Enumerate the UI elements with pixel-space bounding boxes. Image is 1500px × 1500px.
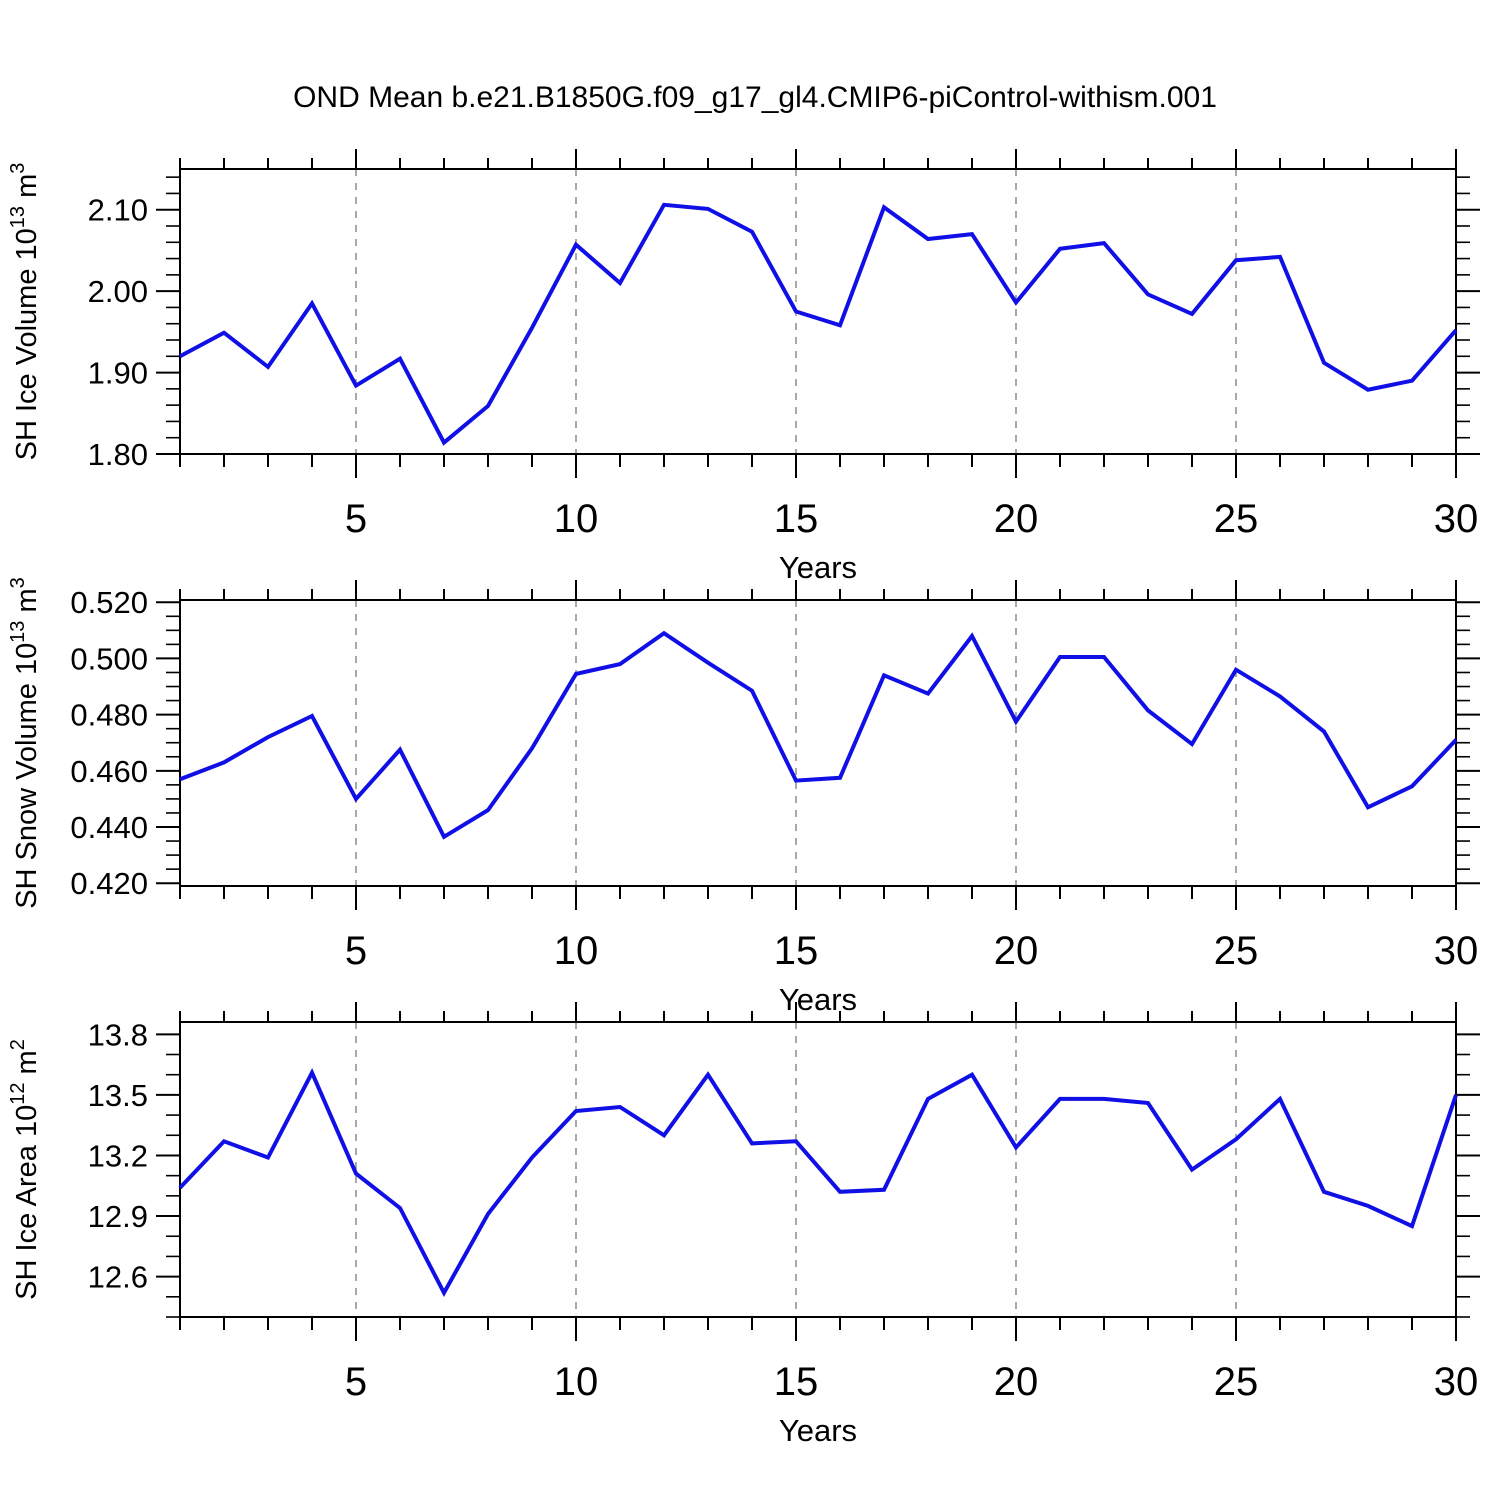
series-line-sh-ice-volume [179, 202, 1458, 446]
series-line-sh-ice-area [178, 1068, 1458, 1298]
x-tick-label: 20 [994, 1360, 1039, 1404]
y-tick-label: 2.00 [88, 274, 148, 309]
x-axis-title: Years [779, 550, 857, 585]
x-axis-title: Years [779, 1413, 857, 1448]
x-tick-label: 15 [774, 497, 819, 541]
x-tick-label: 20 [994, 929, 1039, 973]
y-tick-label: 1.80 [88, 437, 148, 472]
x-tick-label: 10 [554, 497, 599, 541]
x-tick-label: 15 [774, 929, 819, 973]
x-tick-label: 15 [774, 1360, 819, 1404]
x-tick-label: 30 [1434, 1360, 1479, 1404]
plot-frame [179, 1021, 1457, 1318]
y-axis-title: SH Ice Volume 1013 m3 [7, 163, 43, 461]
y-tick-label: 0.420 [70, 866, 148, 901]
y-axis-title: SH Snow Volume 1013 m3 [7, 577, 43, 909]
x-tick-label: 5 [345, 497, 367, 541]
figure-title: OND Mean b.e21.B1850G.f09_g17_gl4.CMIP6-… [293, 81, 1217, 114]
series-line-sh-snow-volume [179, 630, 1458, 840]
x-tick-label: 25 [1214, 1360, 1259, 1404]
x-tick-label: 10 [554, 1360, 599, 1404]
y-tick-label: 0.440 [70, 810, 148, 845]
y-tick-label: 2.10 [88, 193, 148, 228]
x-tick-label: 25 [1214, 497, 1259, 541]
panel-sh-snow-volume: 0.420 0.440 0.460 0.480 0.500 0.520 5 10 15 20 25 3… [7, 577, 1480, 1017]
y-tick-label: 0.520 [70, 585, 148, 620]
panel-sh-ice-area: 12.6 12.9 13.2 13.5 13.8 5 10 15 20 25 30 Years SH I… [7, 1002, 1480, 1448]
y-tick-label: 12.9 [88, 1199, 148, 1234]
y-tick-label: 0.500 [70, 641, 148, 676]
x-axis-title: Years [779, 982, 857, 1017]
x-tick-label: 20 [994, 497, 1039, 541]
y-tick-label: 13.5 [88, 1078, 148, 1113]
x-tick-label: 30 [1434, 929, 1479, 973]
panels-container: 1.80 1.90 2.00 2.10 5 10 15 20 25 30 Years SH Ice V… [7, 149, 1480, 1448]
y-axis-title: SH Ice Area 1012 m2 [7, 1039, 43, 1300]
y-tick-label: 13.2 [88, 1138, 148, 1173]
x-tick-label: 5 [345, 929, 367, 973]
x-tick-label: 5 [345, 1360, 367, 1404]
y-tick-label: 0.460 [70, 754, 148, 789]
x-tick-label: 30 [1434, 497, 1479, 541]
y-tick-label: 13.8 [88, 1017, 148, 1052]
plot-frame [179, 168, 1457, 455]
x-tick-label: 10 [554, 929, 599, 973]
y-tick-label: 0.480 [70, 698, 148, 733]
y-tick-label: 1.90 [88, 356, 148, 391]
x-tick-label: 25 [1214, 929, 1259, 973]
y-tick-label: 12.6 [88, 1260, 148, 1295]
panel-sh-ice-volume: 1.80 1.90 2.00 2.10 5 10 15 20 25 30 Years SH Ice V… [7, 149, 1480, 585]
